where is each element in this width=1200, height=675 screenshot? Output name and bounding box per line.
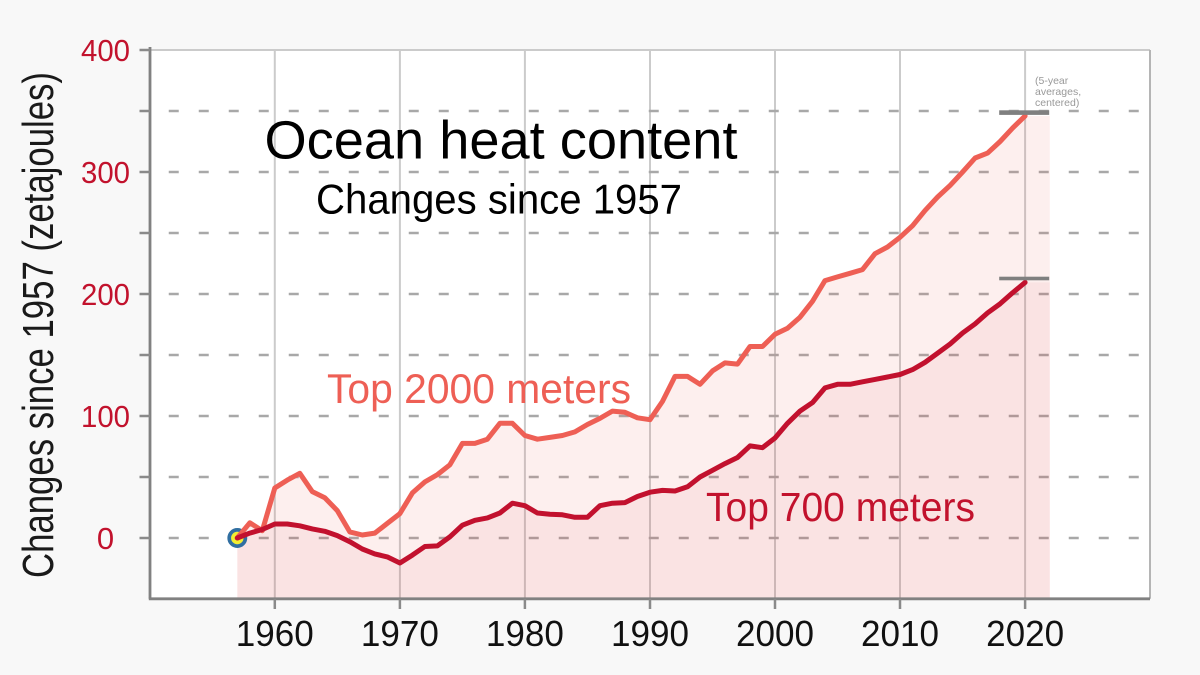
svg-text:Top 2000 meters: Top 2000 meters — [327, 365, 631, 412]
svg-text:1980: 1980 — [486, 613, 564, 654]
svg-text:Top 700 meters: Top 700 meters — [706, 484, 975, 530]
svg-text:Changes since 1957 (zetajoules: Changes since 1957 (zetajoules) — [14, 72, 63, 578]
svg-text:2020: 2020 — [986, 613, 1064, 654]
svg-text:100: 100 — [81, 399, 130, 434]
svg-text:1990: 1990 — [611, 613, 689, 654]
svg-text:2010: 2010 — [861, 613, 939, 654]
svg-text:(5-year: (5-year — [1035, 75, 1069, 87]
svg-text:2000: 2000 — [736, 613, 814, 654]
svg-text:300: 300 — [81, 155, 130, 190]
svg-text:Ocean heat content: Ocean heat content — [265, 111, 738, 171]
svg-text:1970: 1970 — [361, 613, 439, 654]
svg-text:averages,: averages, — [1035, 86, 1081, 98]
svg-text:0: 0 — [97, 521, 114, 556]
svg-text:centered): centered) — [1035, 97, 1079, 109]
svg-text:1960: 1960 — [236, 613, 314, 654]
svg-text:Changes since 1957: Changes since 1957 — [316, 176, 682, 223]
svg-text:400: 400 — [81, 33, 130, 68]
svg-text:200: 200 — [81, 277, 130, 312]
